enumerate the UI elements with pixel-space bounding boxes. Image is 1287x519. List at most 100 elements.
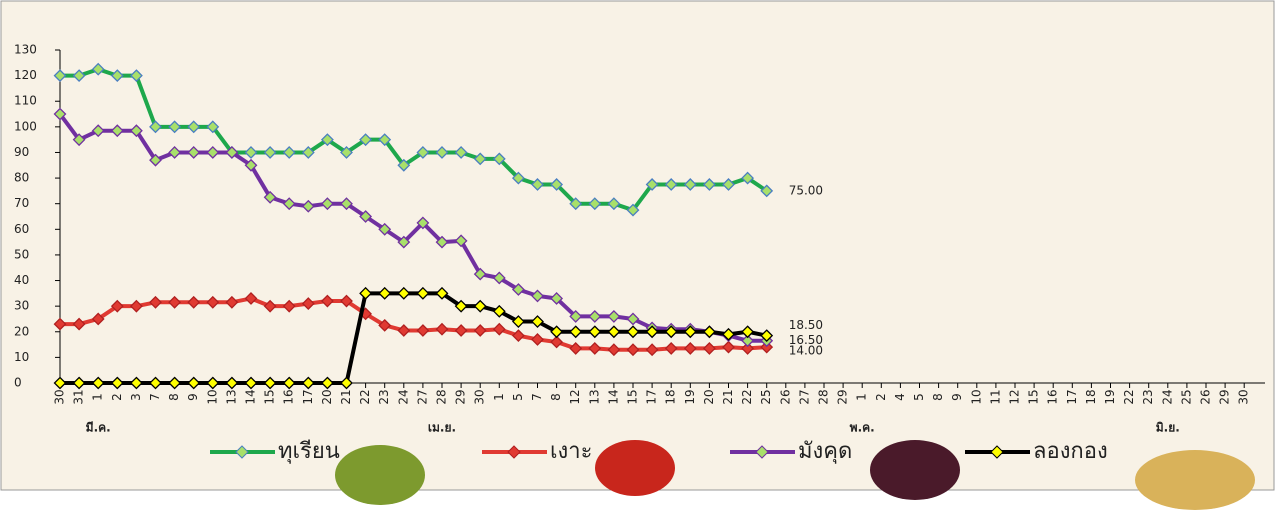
point	[511, 329, 525, 343]
x-tick-label: 14	[606, 389, 620, 404]
x-tick-label: 4	[893, 393, 907, 401]
point	[206, 295, 220, 309]
x-tick-label: 30	[53, 389, 67, 404]
point	[722, 340, 735, 354]
point	[340, 376, 353, 390]
point	[473, 324, 487, 337]
x-tick-label: 3	[129, 393, 143, 401]
y-tick-label: 120	[14, 68, 37, 82]
x-tick-label: 16	[1046, 389, 1060, 404]
x-tick-label: 19	[683, 389, 697, 404]
y-tick-label: 20	[14, 324, 29, 338]
point	[626, 312, 640, 326]
point	[645, 178, 659, 191]
x-tick-label: 1	[492, 393, 506, 401]
point	[664, 325, 678, 339]
end-label: 14.00	[789, 344, 823, 358]
point	[435, 322, 449, 336]
point	[492, 322, 506, 336]
point	[282, 197, 296, 211]
point	[263, 299, 277, 313]
point	[378, 318, 392, 332]
legend-marker	[507, 445, 521, 459]
legend-label: ลองกอง	[1033, 439, 1108, 464]
x-tick-label: 28	[435, 389, 449, 404]
point	[588, 325, 602, 339]
point	[359, 286, 373, 300]
legend-label: เงาะ	[550, 439, 592, 464]
point	[397, 324, 411, 337]
point	[53, 107, 67, 121]
x-tick-label: 20	[702, 389, 716, 404]
x-tick-label: 13	[224, 389, 238, 404]
point	[702, 178, 716, 191]
x-tick-label: 8	[167, 393, 181, 401]
point	[91, 312, 105, 326]
point	[569, 309, 583, 323]
point	[588, 341, 602, 355]
point	[454, 324, 468, 337]
point	[511, 315, 525, 328]
point	[722, 178, 735, 191]
point	[301, 199, 315, 213]
x-tick-label: 12	[568, 389, 582, 404]
point	[110, 376, 124, 390]
y-tick-label: 10	[14, 350, 29, 364]
x-tick-label: 12	[1008, 389, 1022, 404]
point	[359, 133, 373, 147]
legend-marker	[990, 445, 1004, 459]
x-tick-label: 8	[549, 393, 563, 401]
x-tick-label: 24	[396, 389, 410, 404]
x-tick-label: 11	[988, 389, 1002, 404]
x-tick-label: 26	[1199, 389, 1213, 404]
point	[168, 120, 182, 134]
point	[473, 152, 487, 166]
point	[282, 146, 296, 159]
point	[91, 376, 105, 390]
legend-label: ทุเรียน	[278, 439, 340, 464]
point	[492, 271, 506, 285]
point	[110, 69, 124, 83]
point	[168, 295, 182, 309]
x-tick-label: 15	[263, 389, 277, 404]
y-tick-label: 40	[14, 273, 29, 287]
point	[129, 299, 143, 313]
x-tick-label: 7	[148, 393, 162, 401]
point	[435, 146, 449, 159]
x-tick-label: 16	[282, 389, 296, 404]
point	[263, 190, 277, 204]
point	[91, 124, 105, 138]
x-tick-label: 30	[1237, 389, 1251, 404]
x-tick-label: 27	[415, 389, 429, 404]
x-tick-label: 27	[797, 389, 811, 404]
point	[741, 325, 755, 339]
point	[607, 325, 621, 339]
y-tick-label: 100	[14, 119, 37, 133]
point	[397, 286, 411, 300]
x-tick-label: 18	[664, 389, 678, 404]
point	[340, 294, 353, 308]
point	[683, 325, 697, 339]
point	[607, 309, 621, 323]
point	[225, 376, 239, 390]
point	[702, 325, 716, 339]
point	[531, 178, 544, 191]
point	[149, 120, 162, 134]
x-tick-label: 22	[1122, 389, 1136, 404]
point	[320, 376, 334, 390]
point	[454, 234, 468, 248]
point	[626, 343, 640, 357]
chart-background	[0, 0, 1275, 491]
point	[569, 197, 583, 211]
x-tick-label: 25	[1179, 389, 1193, 404]
month-label: มิ.ย.	[1156, 421, 1180, 435]
x-tick-label: 15	[1027, 389, 1041, 404]
point	[129, 376, 143, 390]
point	[607, 343, 621, 357]
point	[378, 133, 392, 147]
point	[320, 133, 334, 147]
point	[359, 210, 373, 223]
end-label: 75.00	[789, 183, 823, 197]
point	[683, 341, 697, 355]
